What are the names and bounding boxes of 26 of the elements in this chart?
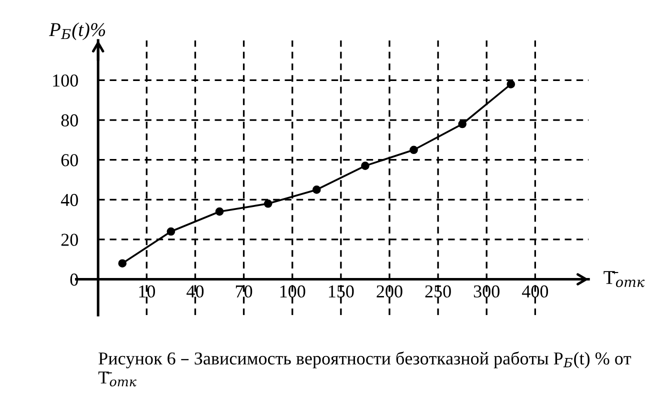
point — [264, 199, 272, 208]
y-tick-label: 60 — [61, 154, 78, 166]
y-tick-label: 40 — [60, 194, 78, 206]
point — [166, 227, 176, 236]
point — [458, 120, 466, 128]
x-tick-label: 400 — [522, 285, 548, 298]
point — [312, 186, 321, 194]
point — [410, 146, 418, 154]
x-tick-label: 150 — [328, 285, 354, 298]
y-axis-title: P$_{Б}$(t)% — [48, 22, 106, 40]
point — [118, 259, 127, 268]
x-tick-label: 70 — [236, 285, 252, 298]
point — [215, 207, 224, 216]
x-tick-label: 40 — [186, 285, 204, 298]
y-tick-label: 100 — [53, 74, 78, 87]
x-tick-label: 200 — [376, 285, 402, 298]
x-tick-label: 250 — [425, 285, 451, 298]
x-tick-label: 10 — [139, 285, 156, 298]
y-tick-label: 20 — [61, 234, 78, 246]
x-axis-title: T̄$_{отк}$ — [604, 271, 645, 288]
text: Рисунок 6 – Зависимость вероятности безотказной работы P$_{Б}$(t) % от T̄$_{отк}$ — [98, 351, 632, 386]
x-tick-label: 100 — [280, 285, 306, 298]
x-tick-label: 300 — [474, 285, 500, 298]
y-tick-label: 80 — [61, 114, 78, 126]
point — [361, 162, 370, 170]
point — [506, 80, 516, 88]
